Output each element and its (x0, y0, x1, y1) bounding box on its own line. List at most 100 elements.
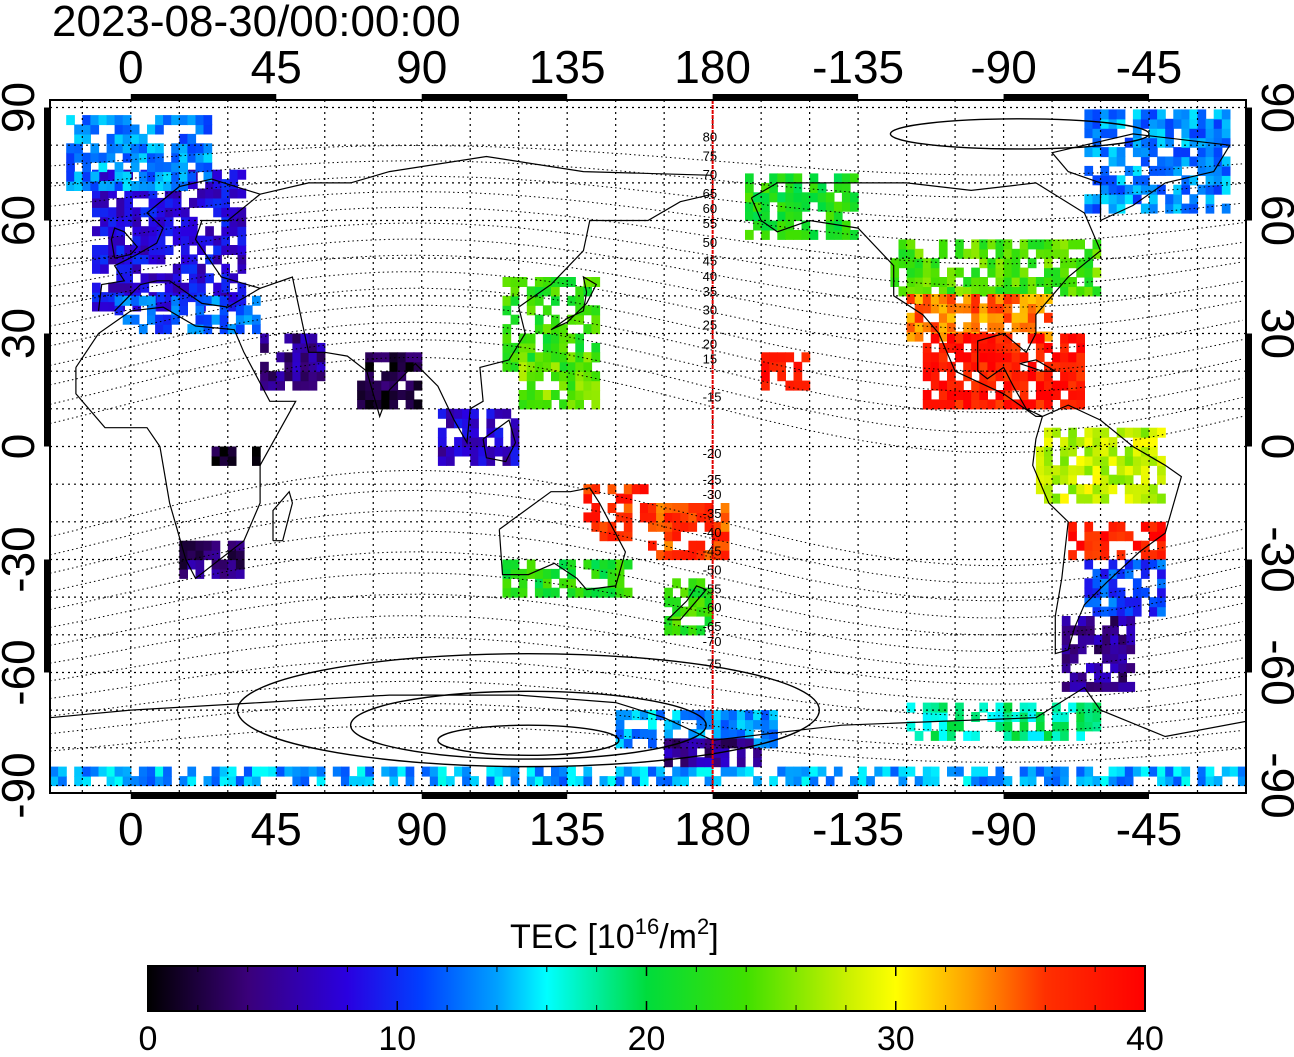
tec-cell (1076, 455, 1085, 466)
tec-cell (995, 371, 1005, 382)
tec-cell (1108, 587, 1118, 598)
tec-cell (1076, 286, 1085, 297)
tec-cell (583, 776, 593, 787)
tec-cell (235, 324, 245, 335)
tec-cell (1132, 165, 1142, 176)
tec-cell (1060, 712, 1069, 722)
magnetic-latitude-label: 75 (703, 148, 717, 163)
tec-cell (995, 712, 1005, 722)
tec-cell (963, 730, 972, 741)
tec-cell (906, 312, 916, 323)
tec-cell (74, 124, 83, 135)
tec-cell (1118, 663, 1127, 674)
tec-cell (1132, 484, 1142, 495)
tec-cell (518, 371, 528, 382)
tec-cell (357, 390, 366, 400)
tec-cell (187, 115, 197, 126)
tec-cell (130, 776, 140, 787)
tec-cell (1092, 118, 1102, 129)
tec-cell (591, 352, 601, 363)
tec-cell (1061, 634, 1071, 645)
tec-cell (211, 295, 221, 306)
tec-cell (163, 115, 172, 126)
tec-cell (1140, 203, 1150, 214)
tec-cell (704, 597, 714, 608)
tec-cell (947, 322, 956, 333)
tec-cell (203, 776, 213, 787)
tec-cell (510, 766, 520, 777)
tec-cell (155, 766, 164, 777)
tec-cell (1094, 644, 1103, 655)
coastline-asia (259, 155, 714, 445)
magnetic-latitude-line (50, 304, 1243, 393)
tec-cell (591, 587, 601, 598)
tec-cell (1181, 766, 1191, 777)
magnetic-latitude-line (50, 658, 1243, 717)
tec-cell (623, 484, 633, 495)
tec-cell (74, 143, 83, 154)
tec-cell (163, 171, 172, 182)
tec-cell (510, 427, 520, 438)
tec-cell (575, 390, 584, 400)
tec-cell (116, 245, 125, 255)
tec-cell (979, 286, 988, 297)
tec-cell (793, 766, 803, 777)
tec-cell (785, 776, 795, 787)
tec-cell (171, 171, 180, 182)
tec-cell (591, 559, 601, 570)
tec-cell (510, 446, 520, 457)
tec-cell (510, 361, 520, 372)
tec-cell (615, 738, 625, 749)
magnetic-latitude-label: -70 (703, 634, 722, 649)
tec-cell (1027, 312, 1037, 323)
tec-cell (510, 776, 520, 787)
tec-cell (116, 282, 125, 293)
tec-cell (243, 766, 253, 777)
tec-cell (1140, 455, 1150, 466)
tec-cell (1124, 194, 1134, 205)
tec-cell (1189, 175, 1199, 186)
tec-cell (1149, 109, 1158, 120)
tec-cell (736, 738, 746, 749)
tec-cell (1140, 147, 1150, 158)
magnetic-latitude-line (50, 191, 1243, 243)
tec-cell (1076, 712, 1085, 722)
tec-cell (98, 181, 108, 191)
tec-cell (1068, 371, 1077, 382)
tec-cell (1118, 653, 1127, 664)
tec-cell (276, 766, 285, 777)
tec-cell (1044, 493, 1053, 504)
tec-cell (591, 512, 601, 523)
tec-cell (947, 361, 956, 372)
tec-cell (300, 361, 310, 372)
tec-cell (156, 273, 166, 284)
tec-cell (147, 171, 156, 182)
lat-label-left: 90 (0, 82, 44, 133)
tec-cell (664, 776, 673, 787)
tec-cell (429, 766, 439, 777)
tec-cell (50, 766, 59, 777)
tec-cell (1221, 175, 1231, 186)
tec-cell (1213, 184, 1223, 195)
tec-cell (1035, 474, 1045, 485)
tec-cell (1044, 730, 1053, 741)
tec-cell (567, 352, 576, 363)
tec-cell (664, 521, 673, 532)
tec-cell (213, 179, 222, 190)
tec-cell (1149, 437, 1158, 448)
tec-cell (963, 294, 972, 304)
tec-cell (1149, 455, 1158, 466)
tec-cell (1035, 465, 1045, 476)
tec-cell (930, 258, 940, 269)
tec-cell (1213, 137, 1223, 148)
tec-cell (1035, 342, 1045, 353)
tec-cell (567, 578, 576, 589)
tec-cell (1100, 465, 1110, 476)
tec-cell (542, 390, 552, 400)
tec-cell (930, 322, 940, 333)
tec-cell (769, 719, 778, 730)
tec-cell (454, 408, 463, 419)
tec-cell (688, 757, 698, 768)
tec-cell (922, 342, 932, 353)
tec-cell (1060, 474, 1069, 485)
